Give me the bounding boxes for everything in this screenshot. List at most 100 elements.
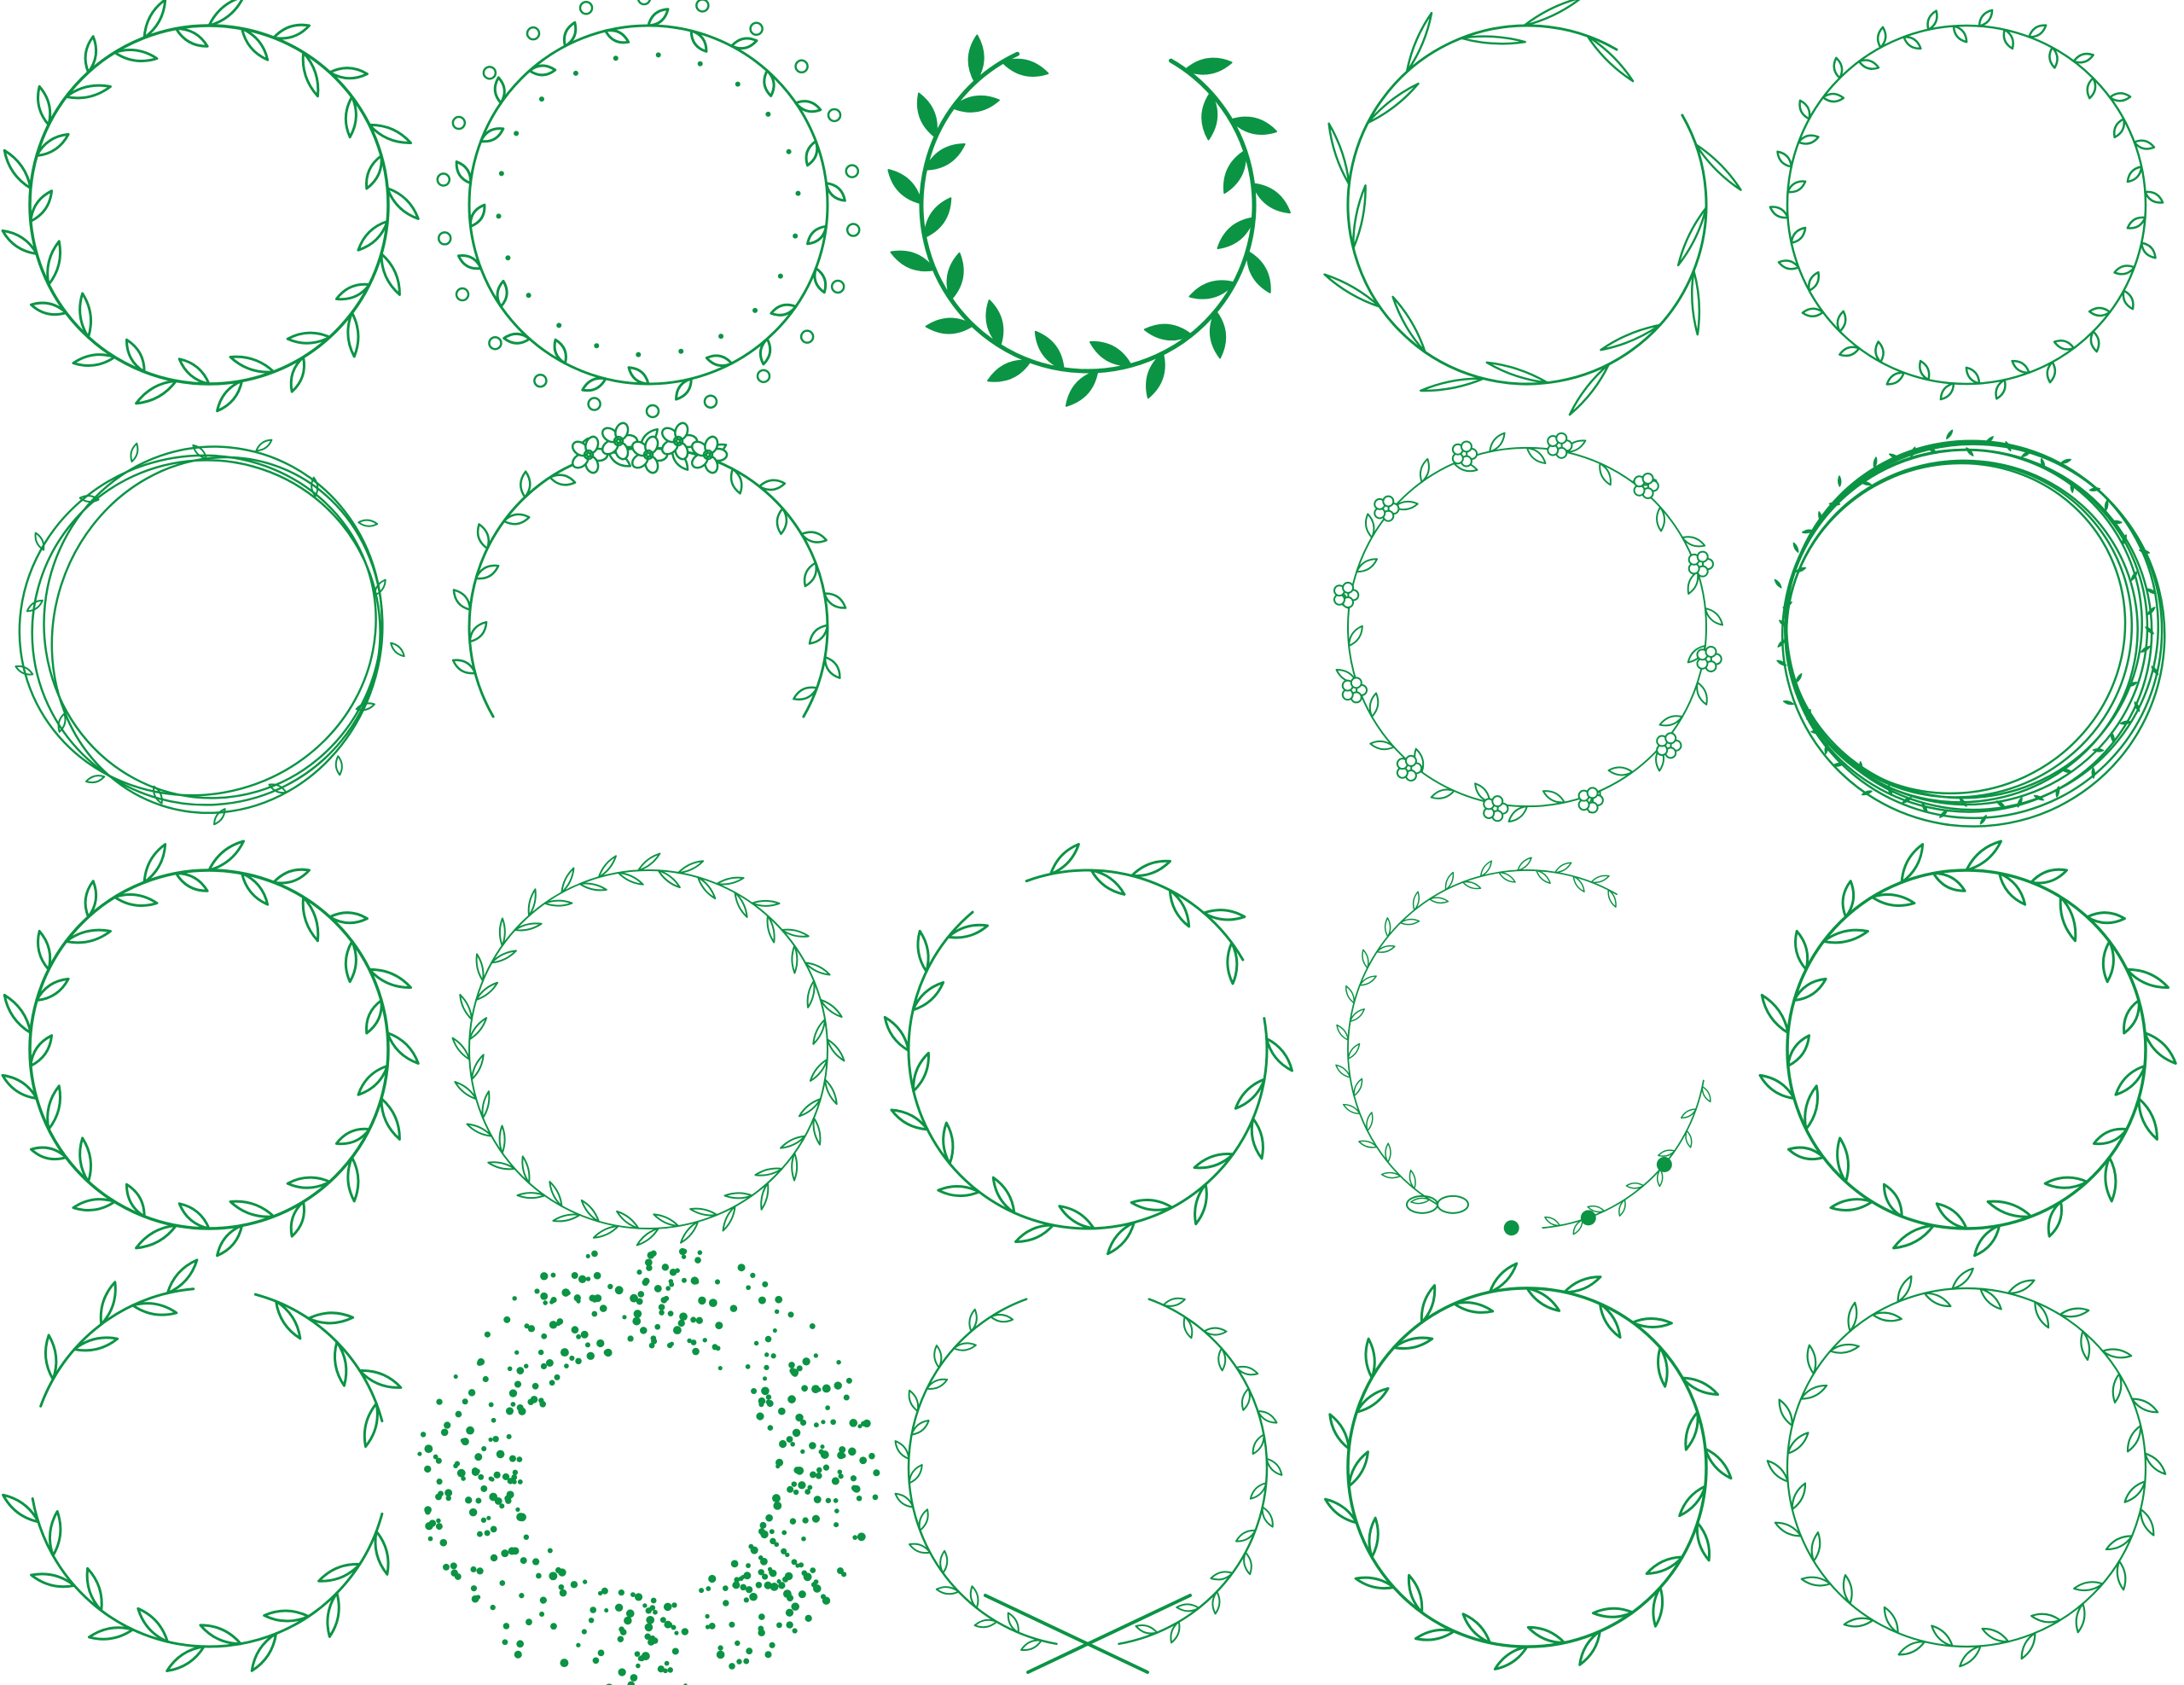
leaf: [2126, 682, 2138, 688]
confetti-dot: [581, 1629, 587, 1635]
leaf: [804, 140, 819, 167]
confetti-dot: [664, 1660, 670, 1666]
leaf: [987, 359, 1031, 382]
confetti-dot: [474, 1453, 483, 1461]
twig-strand: [1780, 443, 2166, 828]
curl: [830, 279, 845, 294]
confetti-dot: [592, 1657, 600, 1665]
confetti-dot: [669, 1269, 677, 1276]
confetti-dot: [779, 1439, 787, 1449]
confetti-dot: [550, 1272, 556, 1278]
leaf: [1966, 447, 1974, 456]
confetti-dot: [660, 1297, 668, 1304]
confetti-dot: [634, 1593, 643, 1601]
leaf: [301, 50, 320, 98]
leaf: [1696, 681, 1708, 706]
confetti-dot: [550, 1297, 557, 1304]
leaf: [1536, 869, 1551, 885]
leaf: [951, 95, 1000, 113]
leaf: [2046, 361, 2057, 384]
dot: [752, 307, 758, 313]
curl: [526, 26, 541, 41]
leaf: [1786, 180, 1807, 194]
leaf: [1804, 1084, 1820, 1131]
leaf: [2, 1493, 40, 1524]
confetti-dot: [774, 1542, 780, 1548]
leaf: [1542, 790, 1565, 804]
leaf: [2114, 1064, 2146, 1096]
leaf: [2105, 1535, 2134, 1551]
confetti-dot: [549, 1380, 555, 1386]
leaf: [2101, 1348, 2133, 1359]
leaf: [647, 8, 670, 27]
leaf: [923, 197, 952, 239]
confetti-dot: [822, 1596, 831, 1605]
vine-stem: [468, 446, 829, 718]
leaf: [1001, 58, 1049, 77]
leaf: [1656, 506, 1666, 532]
curl: [827, 107, 842, 123]
leaf: [2134, 701, 2140, 712]
leaf: [1368, 1516, 1380, 1559]
confetti-dot: [450, 1569, 458, 1577]
leaf: [476, 523, 490, 550]
leaf: [806, 979, 816, 1008]
confetti-dot: [667, 1310, 674, 1317]
confetti-dot: [671, 1647, 679, 1655]
leaf: [689, 29, 708, 53]
leaf: [1858, 761, 1863, 773]
confetti-dot: [868, 1452, 875, 1460]
leaf: [967, 34, 985, 84]
leaf: [2110, 731, 2115, 743]
confetti-dot: [802, 1357, 810, 1366]
leaf: [1800, 1576, 1832, 1587]
leaf: [46, 1084, 62, 1131]
leaf: [1795, 672, 1803, 683]
leaf: [1193, 1152, 1234, 1170]
confetti-dot: [699, 1588, 705, 1594]
leaf: [758, 479, 787, 491]
confetti-dot: [484, 1530, 491, 1537]
confetti-dot: [857, 1532, 866, 1542]
flower-center: [672, 435, 684, 447]
leaf: [268, 783, 288, 794]
confetti-dot: [508, 1455, 516, 1462]
leaf: [1420, 377, 1485, 392]
leaf: [1526, 1625, 1566, 1644]
twig-strand: [1785, 460, 2134, 799]
confetti-dot: [706, 1586, 712, 1591]
flower-center: [613, 435, 624, 447]
leaf: [521, 1155, 531, 1184]
confetti-dot: [729, 1663, 735, 1670]
leaf: [326, 1591, 340, 1638]
confetti-dot: [816, 1387, 822, 1392]
confetti-dot: [549, 1572, 558, 1581]
leaf: [520, 470, 531, 498]
leaf: [1250, 1117, 1264, 1160]
wreath-broken-leaf-ring: [2, 1258, 403, 1673]
curl: [436, 172, 451, 187]
confetti-dot: [762, 1573, 769, 1580]
confetti-dot: [582, 1579, 588, 1584]
leaf: [1658, 1149, 1676, 1157]
confetti-dot: [774, 1309, 780, 1315]
leaf: [1146, 352, 1165, 399]
leaf: [2122, 534, 2127, 546]
leaf: [689, 1207, 718, 1217]
vine-stem: [919, 51, 1257, 374]
confetti-dot: [561, 1288, 570, 1297]
vine-stem: [1346, 447, 1707, 807]
leaf: [824, 182, 846, 202]
leaf: [1526, 447, 1547, 464]
leaf: [2059, 1307, 2090, 1318]
leaf: [1461, 880, 1482, 890]
confetti-dot: [642, 1277, 650, 1285]
confetti-dot: [632, 1316, 642, 1326]
confetti-dot: [502, 1623, 510, 1630]
confetti-dot: [705, 1613, 710, 1619]
leaf: [1678, 1485, 1707, 1518]
leaf: [153, 785, 163, 805]
confetti-dot: [770, 1353, 776, 1359]
leaf: [1587, 1205, 1606, 1213]
confetti-dot: [511, 1474, 518, 1480]
